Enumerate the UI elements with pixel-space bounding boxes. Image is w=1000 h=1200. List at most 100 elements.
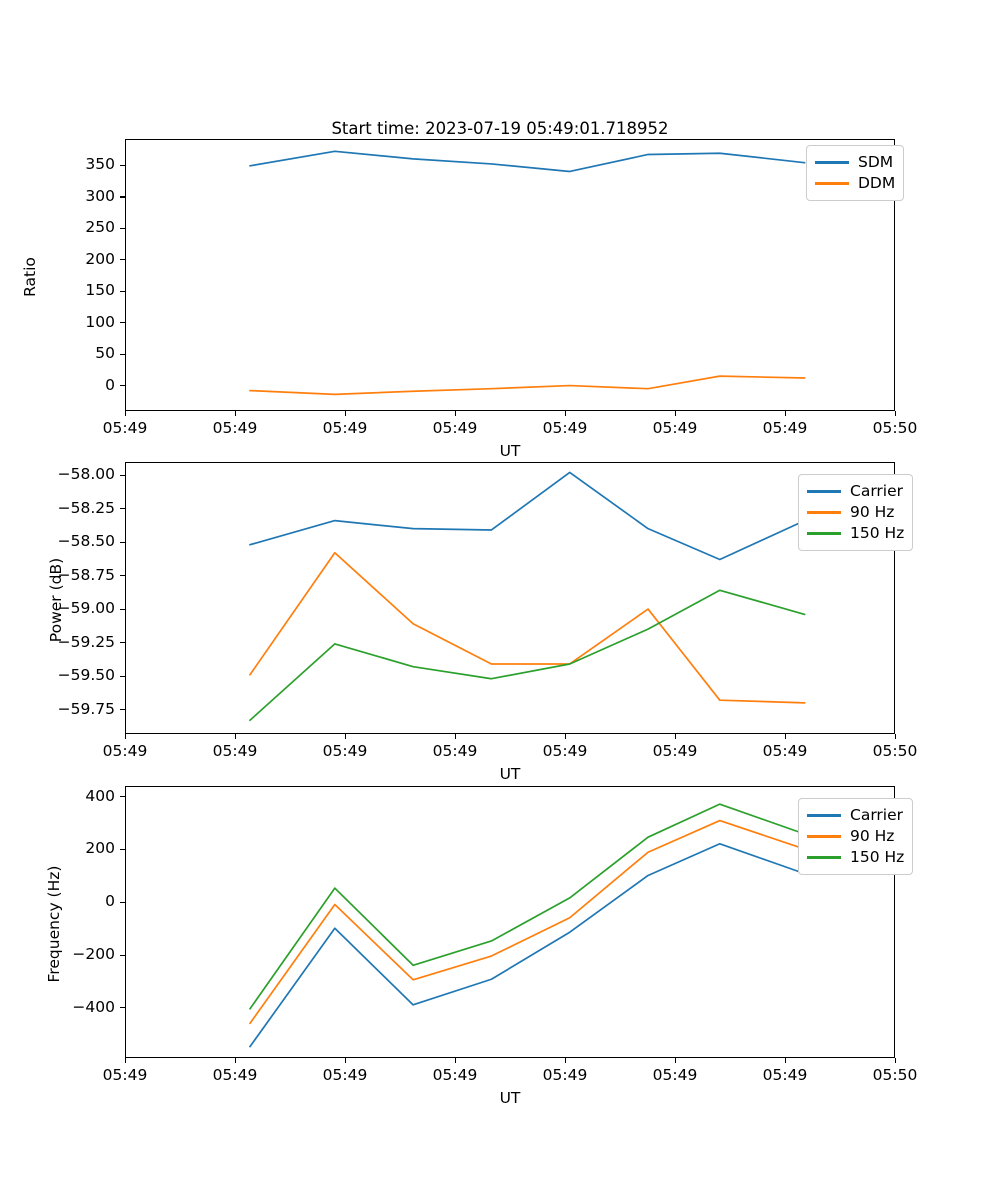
xtick-label: 05:49 xyxy=(542,419,588,437)
xtick-label: 05:49 xyxy=(762,742,808,760)
xtick-mark xyxy=(454,1058,456,1063)
legend-item: DDM xyxy=(815,173,895,194)
ytick-label: 0 xyxy=(105,375,115,394)
series-line-ddm xyxy=(249,375,806,396)
xtick-mark xyxy=(344,411,346,416)
ytick-mark xyxy=(120,508,125,510)
legend-item: 90 Hz xyxy=(807,502,904,523)
xtick-label: 05:49 xyxy=(652,742,698,760)
xtick-label: 05:49 xyxy=(432,742,478,760)
series-line-90-hz xyxy=(249,819,806,1025)
ytick-label: −58.25 xyxy=(57,498,115,517)
legend-label-ddm: DDM xyxy=(858,173,896,192)
legend-swatch-carrier xyxy=(807,814,841,817)
xtick-label: 05:49 xyxy=(212,419,258,437)
subplot-ratio: 0 50 100 150 200 250 300 350 05:49 05:49 05:49 05:4… xyxy=(0,0,1000,460)
xtick-mark xyxy=(234,1058,236,1063)
ytick-mark xyxy=(120,322,125,324)
ytick-mark xyxy=(120,1007,125,1009)
ytick-mark xyxy=(120,290,125,292)
ytick-label: 350 xyxy=(85,155,115,174)
xaxis-label-power: UT xyxy=(499,765,521,783)
ytick-label: 200 xyxy=(85,839,115,858)
xaxis-label-frequency: UT xyxy=(499,1089,521,1107)
xtick-label: 05:49 xyxy=(762,419,808,437)
legend-swatch-150hz xyxy=(807,532,841,535)
xtick-mark xyxy=(344,734,346,739)
series-line-150-hz xyxy=(249,803,806,1010)
xtick-label: 05:49 xyxy=(432,1066,478,1084)
yaxis-label-frequency: Frequency (Hz) xyxy=(45,865,63,983)
xtick-mark xyxy=(124,1058,126,1063)
legend-label-150hz: 150 Hz xyxy=(850,847,905,866)
ytick-label: −59.25 xyxy=(57,632,115,651)
ytick-mark xyxy=(120,575,125,577)
xtick-mark xyxy=(894,734,896,739)
xtick-mark xyxy=(564,1058,566,1063)
ytick-label: 300 xyxy=(85,186,115,205)
ytick-label: 400 xyxy=(85,786,115,805)
ytick-mark xyxy=(120,541,125,543)
legend-power[interactable]: Carrier 90 Hz 150 Hz xyxy=(798,474,914,551)
xtick-label: 05:50 xyxy=(872,1066,918,1084)
xtick-label: 05:49 xyxy=(102,419,148,437)
xtick-label: 05:49 xyxy=(432,419,478,437)
ytick-label: −59.75 xyxy=(57,699,115,718)
xtick-mark xyxy=(124,734,126,739)
ytick-label: −200 xyxy=(72,945,115,963)
legend-swatch-90hz xyxy=(807,511,841,514)
series-line-carrier xyxy=(249,471,806,561)
xtick-label: 05:49 xyxy=(212,1066,258,1084)
series-line-sdm xyxy=(249,150,806,173)
xtick-label: 05:49 xyxy=(212,742,258,760)
xtick-label: 05:49 xyxy=(652,1066,698,1084)
legend-ratio[interactable]: SDM DDM xyxy=(806,145,905,201)
ytick-label: −58.00 xyxy=(57,465,115,484)
ytick-label: −59.50 xyxy=(57,666,115,685)
xtick-mark xyxy=(894,1058,896,1063)
xtick-mark xyxy=(674,734,676,739)
xtick-mark xyxy=(674,411,676,416)
ytick-mark xyxy=(120,353,125,355)
legend-swatch-150hz xyxy=(807,856,841,859)
xtick-mark xyxy=(564,411,566,416)
ytick-mark xyxy=(120,901,125,903)
xtick-mark xyxy=(234,734,236,739)
xtick-label: 05:49 xyxy=(652,419,698,437)
xtick-mark xyxy=(454,734,456,739)
legend-frequency[interactable]: Carrier 90 Hz 150 Hz xyxy=(798,798,914,875)
legend-item: SDM xyxy=(815,152,895,173)
legend-item: 150 Hz xyxy=(807,523,904,544)
data-lines-frequency xyxy=(249,803,806,1048)
ytick-mark xyxy=(120,196,125,198)
ytick-label: −400 xyxy=(72,997,115,1016)
legend-item: Carrier xyxy=(807,805,904,826)
ytick-label: −58.75 xyxy=(57,565,115,584)
legend-label-90hz: 90 Hz xyxy=(850,826,895,845)
legend-swatch-carrier xyxy=(807,490,841,493)
ytick-label: 0 xyxy=(105,892,115,911)
ytick-label: 150 xyxy=(85,281,115,300)
xaxis-label-ratio: UT xyxy=(499,442,521,460)
ytick-mark xyxy=(120,608,125,610)
xtick-mark xyxy=(234,411,236,416)
legend-label-90hz: 90 Hz xyxy=(850,502,895,521)
ytick-mark xyxy=(120,848,125,850)
xtick-mark xyxy=(674,1058,676,1063)
series-line-150-hz xyxy=(249,589,806,722)
xtick-mark xyxy=(784,734,786,739)
ytick-mark xyxy=(120,796,125,798)
xtick-label: 05:49 xyxy=(322,1066,368,1084)
ytick-label: 50 xyxy=(95,344,115,363)
plot-area-frequency xyxy=(125,786,895,1058)
ytick-label: 200 xyxy=(85,249,115,268)
data-lines-ratio xyxy=(249,150,806,396)
ytick-mark xyxy=(120,259,125,261)
data-lines-power xyxy=(249,471,806,722)
xtick-label: 05:49 xyxy=(762,1066,808,1084)
xtick-label: 05:50 xyxy=(872,419,918,437)
figure-title: Start time: 2023-07-19 05:49:01.718952 xyxy=(331,119,669,138)
xtick-mark xyxy=(124,411,126,416)
